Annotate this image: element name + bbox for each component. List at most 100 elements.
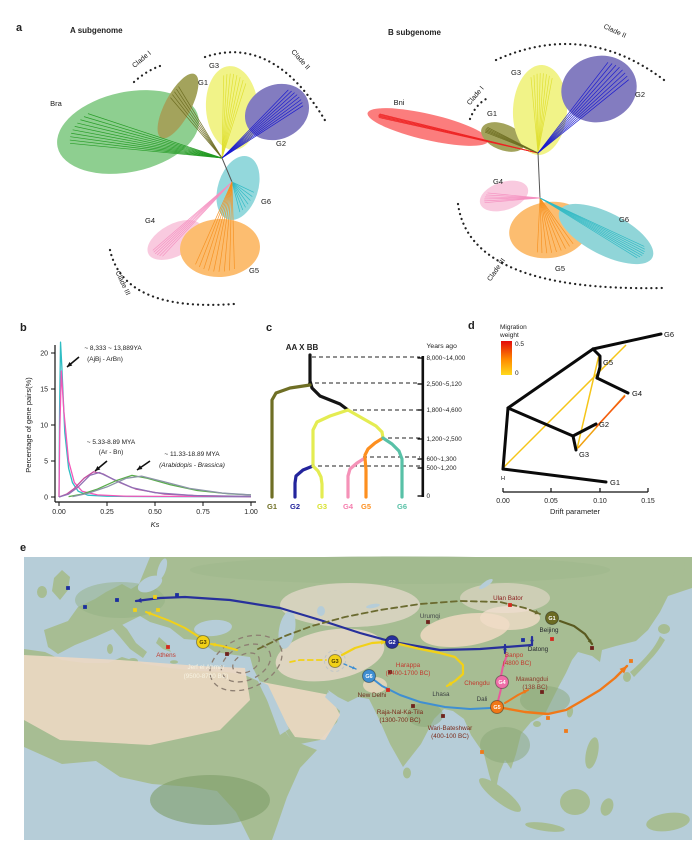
group-badge-G4 — [495, 675, 509, 689]
chronogram-branch-1 — [270, 383, 312, 499]
tint-congo — [150, 775, 270, 825]
node-label-G6: G6 — [664, 330, 674, 339]
clade-label: Clade III — [114, 270, 131, 297]
map-overlay: G3 G3 G2 G1 G6 G4 G5 Ulan Bator Urumqi Beijing Dat… — [66, 586, 633, 754]
clade-arc — [456, 202, 664, 290]
arrowhead — [503, 648, 507, 653]
desert-sahara — [24, 655, 250, 745]
branch-line — [213, 181, 233, 272]
branch-line — [221, 96, 300, 159]
cross-title: AA X BB — [286, 343, 319, 352]
panel-letter-e: e — [20, 542, 26, 554]
tree-stem — [221, 157, 233, 183]
y-tick-label: 15 — [40, 386, 48, 393]
steppe-mongolia — [460, 583, 550, 613]
drift-tick-label: 0.05 — [544, 498, 558, 505]
node-label-G3: G3 — [579, 450, 589, 459]
branch-line — [221, 74, 228, 159]
arrowhead — [137, 465, 143, 470]
branch-line — [221, 99, 302, 159]
annotation-0-line2: (AjBj - ArBn) — [87, 356, 123, 363]
city-marker — [550, 637, 554, 641]
panel-c-chronogram: 8,000~14,000 2,500~5,120 1,800~4,600 1,200~… — [267, 343, 466, 511]
leaf-label-G2: G2 — [290, 502, 300, 511]
drift-edge-2 — [591, 332, 663, 351]
drift-edge-0 — [501, 406, 510, 471]
blob-label-Bra: Bra — [50, 99, 63, 108]
branch-line — [178, 86, 223, 159]
subgenome-title: A subgenome — [70, 26, 123, 35]
branch-line — [203, 181, 233, 270]
branch-line — [537, 72, 626, 154]
legend-title-1: Migration — [500, 324, 527, 331]
map-label-4: Banpo — [505, 652, 524, 659]
badge-dashed-ring — [324, 650, 346, 672]
arrowhead — [67, 362, 73, 367]
route-pink-chengdu-dali — [497, 688, 502, 702]
city-marker — [629, 659, 633, 663]
origin-arc-0 — [232, 652, 260, 674]
group-badge-G3 — [328, 654, 342, 668]
branch-line — [221, 94, 298, 159]
map-label-7: (138 BC) — [522, 684, 547, 691]
y-tick-label: 5 — [44, 458, 48, 465]
branch-line — [537, 67, 620, 154]
x-axis-title: Ks — [151, 520, 160, 529]
branch-line — [231, 181, 254, 193]
blob-label-G4: G4 — [493, 177, 503, 186]
branch-line — [83, 116, 223, 159]
group-badge-G6 — [362, 669, 376, 683]
branch-line — [539, 197, 543, 254]
red-sea — [260, 681, 289, 735]
drift-tick-label: 0.15 — [641, 498, 655, 505]
branch-line — [537, 73, 544, 154]
branch-line — [537, 75, 550, 154]
panel-letter-b: b — [20, 322, 27, 334]
ks-curve-5 — [72, 475, 252, 498]
drift-axis-title: Drift parameter — [550, 507, 601, 516]
branch-line — [537, 75, 628, 154]
tint-india — [407, 703, 443, 727]
map-label-1: Urumqi — [420, 613, 440, 620]
lake-baikal — [479, 578, 493, 590]
city-marker — [175, 593, 179, 597]
branch-line — [539, 197, 566, 249]
branch-line — [221, 92, 295, 159]
route-lightblue-dashed-g3-g6 — [343, 663, 357, 670]
steppe-kazakh — [280, 583, 420, 627]
blob-label-G2: G2 — [635, 90, 645, 99]
group-badge-label-G6: G6 — [365, 674, 372, 680]
migration-edge-3 — [595, 395, 626, 428]
branch-line — [539, 197, 557, 253]
ks-curve-3 — [58, 471, 252, 498]
branch-line — [154, 181, 233, 255]
branch-line — [539, 197, 641, 258]
origin-arc-1 — [220, 643, 272, 683]
branch-line — [487, 127, 539, 154]
x-tick-label: 0.50 — [148, 509, 162, 516]
drift-edge-1 — [506, 347, 595, 410]
group-badge-label-G4: G4 — [498, 680, 505, 686]
time-axis-bar — [421, 356, 425, 497]
group-badge-label-G3: G3 — [331, 659, 338, 665]
branch-line — [221, 83, 247, 159]
group-badge-G1 — [545, 611, 559, 625]
map-label-12: Harappa — [396, 662, 421, 669]
branch-line — [533, 75, 539, 154]
island-ireland — [37, 586, 47, 598]
map-label-14: Raja-Nal-Ka-Tila — [377, 709, 424, 716]
branch-line — [537, 64, 617, 154]
branch-line — [231, 181, 246, 208]
route-navy-main-west — [134, 595, 534, 652]
branch-line — [539, 197, 638, 259]
time-tick-label: 500~1,200 — [427, 465, 457, 472]
branch-line — [152, 181, 233, 251]
blob-label-G6: G6 — [619, 215, 629, 224]
leaf-label-G4: G4 — [343, 502, 354, 511]
blob-label-G3: G3 — [511, 68, 521, 77]
clade-blob-G5 — [180, 218, 260, 278]
drift-tick-label: 0.00 — [496, 498, 510, 505]
leaf-label-G6: G6 — [397, 502, 407, 511]
legend-max: 0.5 — [515, 341, 524, 348]
